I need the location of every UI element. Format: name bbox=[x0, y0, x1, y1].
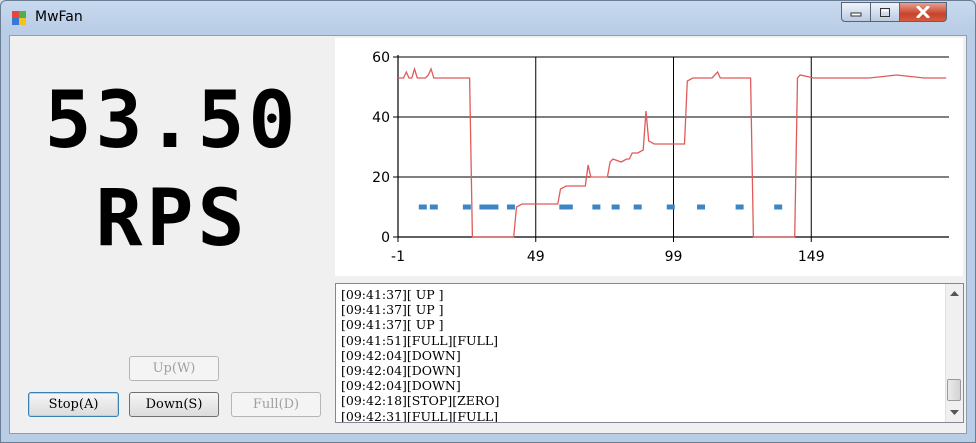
y-tick-label: 20 bbox=[372, 170, 390, 186]
log-list: [09:41:37][ UP ] [09:41:37][ UP ] [09:41:3… bbox=[341, 287, 941, 423]
stop-button[interactable]: Stop(A) bbox=[28, 392, 119, 417]
speed-chart: -1 49 99 149 0 20 40 60 bbox=[335, 38, 963, 276]
y-tick-label: 40 bbox=[372, 110, 390, 126]
log-scrollbar[interactable] bbox=[945, 284, 963, 422]
speed-unit: RPS bbox=[95, 174, 249, 264]
log-line: [09:42:31][FULL][FULL] bbox=[341, 408, 499, 423]
client-area: 53.50 RPS Up(W) Stop(A) Down(S) Full(D) … bbox=[9, 35, 967, 434]
log-line: [09:42:04][DOWN] bbox=[341, 363, 461, 379]
up-button[interactable]: Up(W) bbox=[129, 356, 219, 381]
y-tick-label: 0 bbox=[381, 230, 390, 246]
speed-value: 53.50 bbox=[44, 76, 300, 166]
log-line: [09:41:37][ UP ] bbox=[341, 302, 444, 318]
full-button[interactable]: Full(D) bbox=[231, 392, 321, 417]
close-button[interactable] bbox=[899, 2, 947, 22]
target-series-point bbox=[633, 204, 642, 210]
minimize-icon bbox=[850, 12, 862, 17]
scroll-up-icon bbox=[950, 290, 959, 296]
scroll-down-icon bbox=[950, 409, 959, 415]
scroll-down-button[interactable] bbox=[946, 404, 963, 421]
target-series-point bbox=[735, 204, 744, 210]
log-line: [09:42:04][DOWN] bbox=[341, 347, 461, 363]
minimize-button[interactable] bbox=[841, 2, 871, 22]
y-tick-label: 60 bbox=[372, 50, 390, 66]
x-tick-label: 49 bbox=[527, 249, 545, 265]
target-series-point bbox=[592, 204, 601, 210]
target-series-point bbox=[479, 204, 488, 210]
x-tick-label: 149 bbox=[798, 249, 825, 265]
chart-plot: -1 49 99 149 0 20 40 60 bbox=[372, 50, 949, 265]
close-icon bbox=[916, 6, 930, 18]
speed-series-line bbox=[398, 66, 947, 238]
target-series-point bbox=[697, 204, 706, 210]
event-log[interactable]: [09:41:37][ UP ] [09:41:37][ UP ] [09:41:3… bbox=[335, 283, 964, 423]
log-line: [09:42:18][STOP][ZERO] bbox=[341, 393, 500, 409]
target-series-point bbox=[774, 204, 783, 210]
log-line: [09:41:37][ UP ] bbox=[341, 287, 444, 302]
x-tick-label: 99 bbox=[665, 249, 683, 265]
target-series-point bbox=[429, 204, 438, 210]
log-line: [09:41:37][ UP ] bbox=[341, 317, 444, 333]
x-tick-label: -1 bbox=[391, 249, 405, 265]
target-series-point bbox=[418, 204, 427, 210]
log-line: [09:41:51][FULL][FULL] bbox=[341, 332, 499, 348]
mwfan-app-icon bbox=[12, 11, 26, 25]
scroll-thumb[interactable] bbox=[947, 379, 961, 401]
maximize-button[interactable] bbox=[870, 2, 900, 22]
down-button[interactable]: Down(S) bbox=[129, 392, 219, 417]
target-series-point bbox=[490, 204, 499, 210]
target-series-point bbox=[506, 204, 515, 210]
window-title: MwFan bbox=[35, 9, 83, 25]
target-series-point bbox=[666, 204, 675, 210]
target-series-point bbox=[462, 204, 471, 210]
maximize-icon bbox=[880, 7, 890, 17]
scroll-up-button[interactable] bbox=[946, 284, 963, 301]
target-series-point bbox=[484, 204, 493, 210]
log-line: [09:42:04][DOWN] bbox=[341, 378, 461, 394]
target-series-point bbox=[564, 204, 573, 210]
target-series-point bbox=[611, 204, 620, 210]
speed-display: 53.50 RPS bbox=[10, 36, 334, 366]
title-bar[interactable]: MwFan bbox=[1, 1, 975, 35]
